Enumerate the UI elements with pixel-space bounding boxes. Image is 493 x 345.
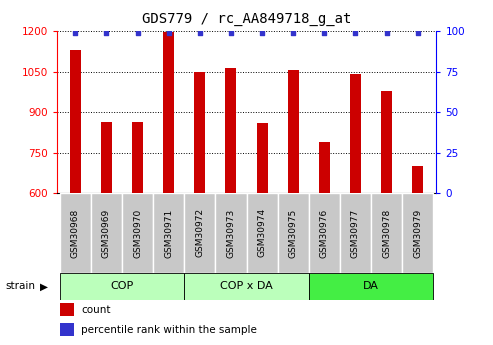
Bar xyxy=(288,70,299,345)
Text: GSM30979: GSM30979 xyxy=(413,208,422,257)
Text: GSM30968: GSM30968 xyxy=(71,208,80,257)
Text: GSM30970: GSM30970 xyxy=(133,208,142,257)
Text: GSM30974: GSM30974 xyxy=(257,208,267,257)
Bar xyxy=(412,166,423,345)
Point xyxy=(103,30,110,36)
Point xyxy=(196,30,204,36)
Bar xyxy=(61,324,74,336)
Bar xyxy=(309,193,340,273)
Text: ▶: ▶ xyxy=(40,282,48,291)
Point xyxy=(134,30,141,36)
Bar xyxy=(70,50,81,345)
Point xyxy=(258,30,266,36)
Text: percentile rank within the sample: percentile rank within the sample xyxy=(81,325,257,335)
Bar xyxy=(153,193,184,273)
Text: COP: COP xyxy=(110,282,134,291)
Bar xyxy=(246,193,278,273)
Point xyxy=(320,30,328,36)
Point xyxy=(414,30,422,36)
Text: count: count xyxy=(81,305,111,315)
Bar xyxy=(132,121,143,345)
Bar xyxy=(122,193,153,273)
Bar xyxy=(163,32,174,345)
Text: GSM30975: GSM30975 xyxy=(289,208,298,257)
Text: DA: DA xyxy=(363,282,379,291)
Point xyxy=(71,30,79,36)
Bar xyxy=(350,74,361,345)
Point xyxy=(165,30,173,36)
Bar xyxy=(371,193,402,273)
Point xyxy=(383,30,390,36)
Text: GSM30972: GSM30972 xyxy=(195,208,204,257)
Bar xyxy=(225,68,236,345)
Text: COP x DA: COP x DA xyxy=(220,282,273,291)
Point xyxy=(227,30,235,36)
Bar xyxy=(60,193,91,273)
Text: GSM30977: GSM30977 xyxy=(351,208,360,257)
Bar xyxy=(184,273,309,300)
Bar xyxy=(257,123,268,345)
Bar xyxy=(61,303,74,316)
Text: strain: strain xyxy=(5,282,35,291)
Bar xyxy=(91,193,122,273)
Bar xyxy=(101,122,112,345)
Bar xyxy=(309,273,433,300)
Bar xyxy=(60,273,184,300)
Text: GDS779 / rc_AA849718_g_at: GDS779 / rc_AA849718_g_at xyxy=(142,12,351,26)
Point xyxy=(289,30,297,36)
Bar xyxy=(402,193,433,273)
Bar xyxy=(184,193,215,273)
Bar xyxy=(381,90,392,345)
Bar xyxy=(319,142,330,345)
Text: GSM30978: GSM30978 xyxy=(382,208,391,257)
Text: GSM30971: GSM30971 xyxy=(164,208,173,257)
Text: GSM30973: GSM30973 xyxy=(226,208,236,257)
Bar xyxy=(278,193,309,273)
Text: GSM30969: GSM30969 xyxy=(102,208,111,257)
Text: GSM30976: GSM30976 xyxy=(320,208,329,257)
Bar xyxy=(340,193,371,273)
Bar xyxy=(194,71,205,345)
Bar xyxy=(215,193,246,273)
Point xyxy=(352,30,359,36)
